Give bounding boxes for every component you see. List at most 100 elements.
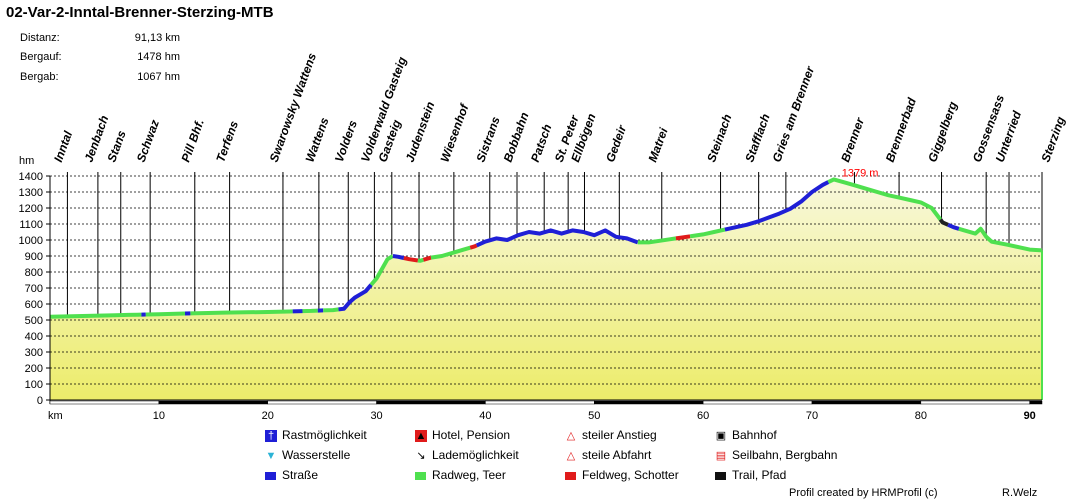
- x-tick-label: 60: [697, 410, 709, 422]
- km-scale-band: [485, 400, 595, 405]
- y-tick-label: 1100: [19, 219, 43, 231]
- surface-segment: [675, 234, 691, 241]
- y-tick-label: 600: [25, 299, 43, 311]
- surface-segment: [958, 226, 1043, 253]
- legend-label: Seilbahn, Bergbahn: [732, 448, 838, 462]
- axes: 0 100 200 300 400 500 600 700 800 900 1000 1100 1200…: [19, 155, 1043, 422]
- waypoint-label: Sistrans: [473, 114, 502, 164]
- y-tick-label: 1200: [19, 203, 43, 215]
- km-scale-band: [158, 400, 268, 405]
- waypoint-label: Giggelberg: [925, 99, 960, 164]
- surface-segment: [689, 227, 726, 239]
- x-tick-label: 40: [479, 410, 491, 422]
- stat-value: 1067 hm: [137, 71, 180, 83]
- waypoint-label: Wiesenhof: [438, 101, 472, 164]
- water-tap-icon: ▼: [265, 449, 277, 462]
- profile-fill: [50, 179, 1042, 400]
- stat-label: Distanz:: [20, 32, 60, 44]
- cable-car-icon: ▤: [715, 449, 727, 463]
- waypoint-label: Patsch: [528, 122, 555, 164]
- legend-swatch: [565, 471, 576, 480]
- km-scale-band: [267, 400, 377, 405]
- x-tick-label: 70: [806, 410, 818, 422]
- author-text: R.Welz: [1002, 487, 1038, 499]
- legend-label: Lademöglichkeit: [432, 448, 519, 462]
- legend-item: ▼ Wasserstelle: [265, 448, 350, 462]
- legend-label: Hotel, Pension: [432, 428, 511, 442]
- waypoint-label: Wattens: [303, 115, 332, 164]
- x-tick-label: 90: [1024, 410, 1036, 422]
- x-tick-label: 20: [262, 410, 274, 422]
- waypoint-label: Inntal: [51, 129, 75, 164]
- legend-item: ▲ Hotel, Pension: [415, 428, 510, 442]
- surface-segment: [827, 177, 942, 221]
- surface-segment: [145, 311, 186, 317]
- legend-label: Bahnhof: [732, 428, 777, 442]
- x-tick-label: 10: [153, 410, 165, 422]
- legend-item: △ steile Abfahrt: [565, 448, 651, 463]
- waypoint-label: Volders: [332, 118, 360, 164]
- surface-segment: [323, 307, 339, 313]
- waypoint-label: Gedeir: [603, 122, 630, 164]
- y-tick-label: 200: [25, 363, 43, 375]
- stat-ascent: Bergauf: 1478 hm: [20, 51, 180, 63]
- km-scale-band: [594, 400, 704, 405]
- surface-segment: [190, 309, 293, 316]
- stat-descent: Bergab: 1067 hm: [20, 71, 180, 83]
- legend-label: Wasserstelle: [282, 448, 351, 462]
- legend-item: Trail, Pfad: [715, 468, 786, 482]
- surface-segment: [49, 312, 142, 319]
- km-scale-band: [376, 400, 486, 405]
- x-axis-label: km: [48, 410, 63, 422]
- km-scale-band: [811, 400, 922, 405]
- surface-segment: [637, 236, 677, 245]
- surface-segment: [422, 255, 432, 262]
- surface-segment: [724, 180, 830, 232]
- legend-item: ▣ Bahnhof: [715, 428, 777, 443]
- x-tick-label: 50: [588, 410, 600, 422]
- y-tick-label: 0: [37, 395, 43, 407]
- stat-distance: Distanz: 91,13 km: [20, 32, 180, 44]
- cutlery-icon: †: [265, 429, 277, 442]
- surface-segment: [475, 228, 639, 248]
- stat-label: Bergab:: [20, 71, 59, 83]
- chart-title: 02-Var-2-Inntal-Brenner-Sterzing-MTB: [6, 4, 274, 21]
- surface-segment: [302, 308, 318, 314]
- legend-label: Feldweg, Schotter: [582, 468, 679, 482]
- km-scale-band: [920, 400, 1030, 405]
- waypoint-label: Bobbahn: [501, 110, 532, 164]
- profile-line: [49, 177, 1043, 319]
- waypoint-label: Brennerbad: [883, 95, 919, 164]
- waypoint-label: Judenstein: [403, 100, 438, 164]
- surface-segment: [469, 243, 478, 250]
- waypoint-label: Gries am Brenner: [770, 63, 818, 164]
- legend-label: Straße: [282, 468, 319, 482]
- legend-label: Trail, Pfad: [732, 468, 787, 482]
- y-tick-label: 700: [25, 283, 43, 295]
- waypoint-label: Terfens: [213, 119, 241, 164]
- train-icon: ▣: [715, 429, 727, 443]
- steep-climb-icon: △: [565, 429, 577, 443]
- steep-descent-icon: △: [565, 449, 577, 463]
- waypoint-markers: [66, 172, 1043, 317]
- legend-item: ↘ Lademöglichkeit: [415, 448, 519, 463]
- legend-item: Feldweg, Schotter: [565, 468, 679, 482]
- waypoint-label: Schwaz: [134, 118, 162, 164]
- max-elevation-label: 1379 m: [842, 167, 879, 179]
- y-tick-label: 1400: [19, 171, 43, 183]
- stat-value: 1478 hm: [137, 51, 180, 63]
- legend-item: † Rastmöglichkeit: [265, 428, 367, 442]
- surface-segment: [392, 254, 405, 260]
- legend-item: ▤ Seilbahn, Bergbahn: [715, 448, 838, 463]
- km-scale-band: [1029, 400, 1043, 405]
- surface-segment: [417, 257, 424, 263]
- charging-icon: ↘: [415, 449, 427, 463]
- profile-area: [50, 179, 1043, 400]
- legend: † Rastmöglichkeit ▲ Hotel, Pension △ steiler …: [265, 428, 885, 488]
- legend-swatch: [715, 471, 726, 480]
- surface-segment: [947, 222, 960, 231]
- waypoint-label: Sterzing: [1038, 114, 1068, 164]
- y-tick-label: 1000: [19, 235, 43, 247]
- legend-swatch: [265, 471, 276, 480]
